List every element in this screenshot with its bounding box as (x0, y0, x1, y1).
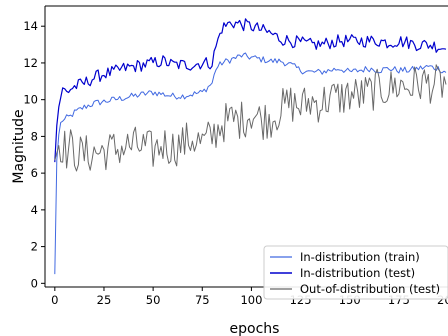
series-line-3 (54, 64, 447, 172)
x-tick-label: 0 (51, 293, 58, 307)
series-line-2 (54, 18, 447, 163)
legend-box (263, 245, 448, 300)
legend-label-3: Out-of-distribution (test) (300, 282, 440, 296)
x-tick-label: 50 (146, 293, 161, 307)
x-tick-label: 100 (240, 293, 262, 307)
y-tick-label: 6 (31, 166, 38, 180)
legend-label-2: In-distribution (test) (300, 266, 415, 280)
legend: In-distribution (train) In-distribution (… (263, 245, 448, 300)
legend-label-1: In-distribution (train) (300, 250, 420, 264)
series-layer (54, 18, 447, 275)
y-tick-label: 10 (23, 93, 38, 107)
x-tick-label: 75 (195, 293, 210, 307)
axes-layer: 024681012140255075100125150175200epochsM… (11, 5, 448, 336)
x-axis-title: epochs (230, 321, 280, 336)
y-tick-label: 2 (31, 240, 38, 254)
y-tick-label: 4 (31, 203, 38, 217)
y-tick-label: 12 (23, 56, 38, 70)
x-tick-label: 25 (97, 293, 112, 307)
series-line-1 (54, 52, 447, 275)
y-tick-label: 8 (31, 129, 38, 143)
y-tick-label: 14 (23, 19, 38, 33)
x-tick-label: 200 (437, 293, 448, 307)
y-axis-title: Magnitude (11, 109, 27, 183)
y-tick-label: 0 (31, 276, 38, 290)
